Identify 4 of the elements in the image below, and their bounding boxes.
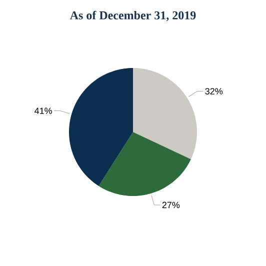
data-label: 32% xyxy=(205,88,223,94)
data-label: 27% xyxy=(162,202,180,208)
chart-title: As of December 31, 2019 xyxy=(70,10,196,22)
data-label: 41% xyxy=(34,108,52,114)
